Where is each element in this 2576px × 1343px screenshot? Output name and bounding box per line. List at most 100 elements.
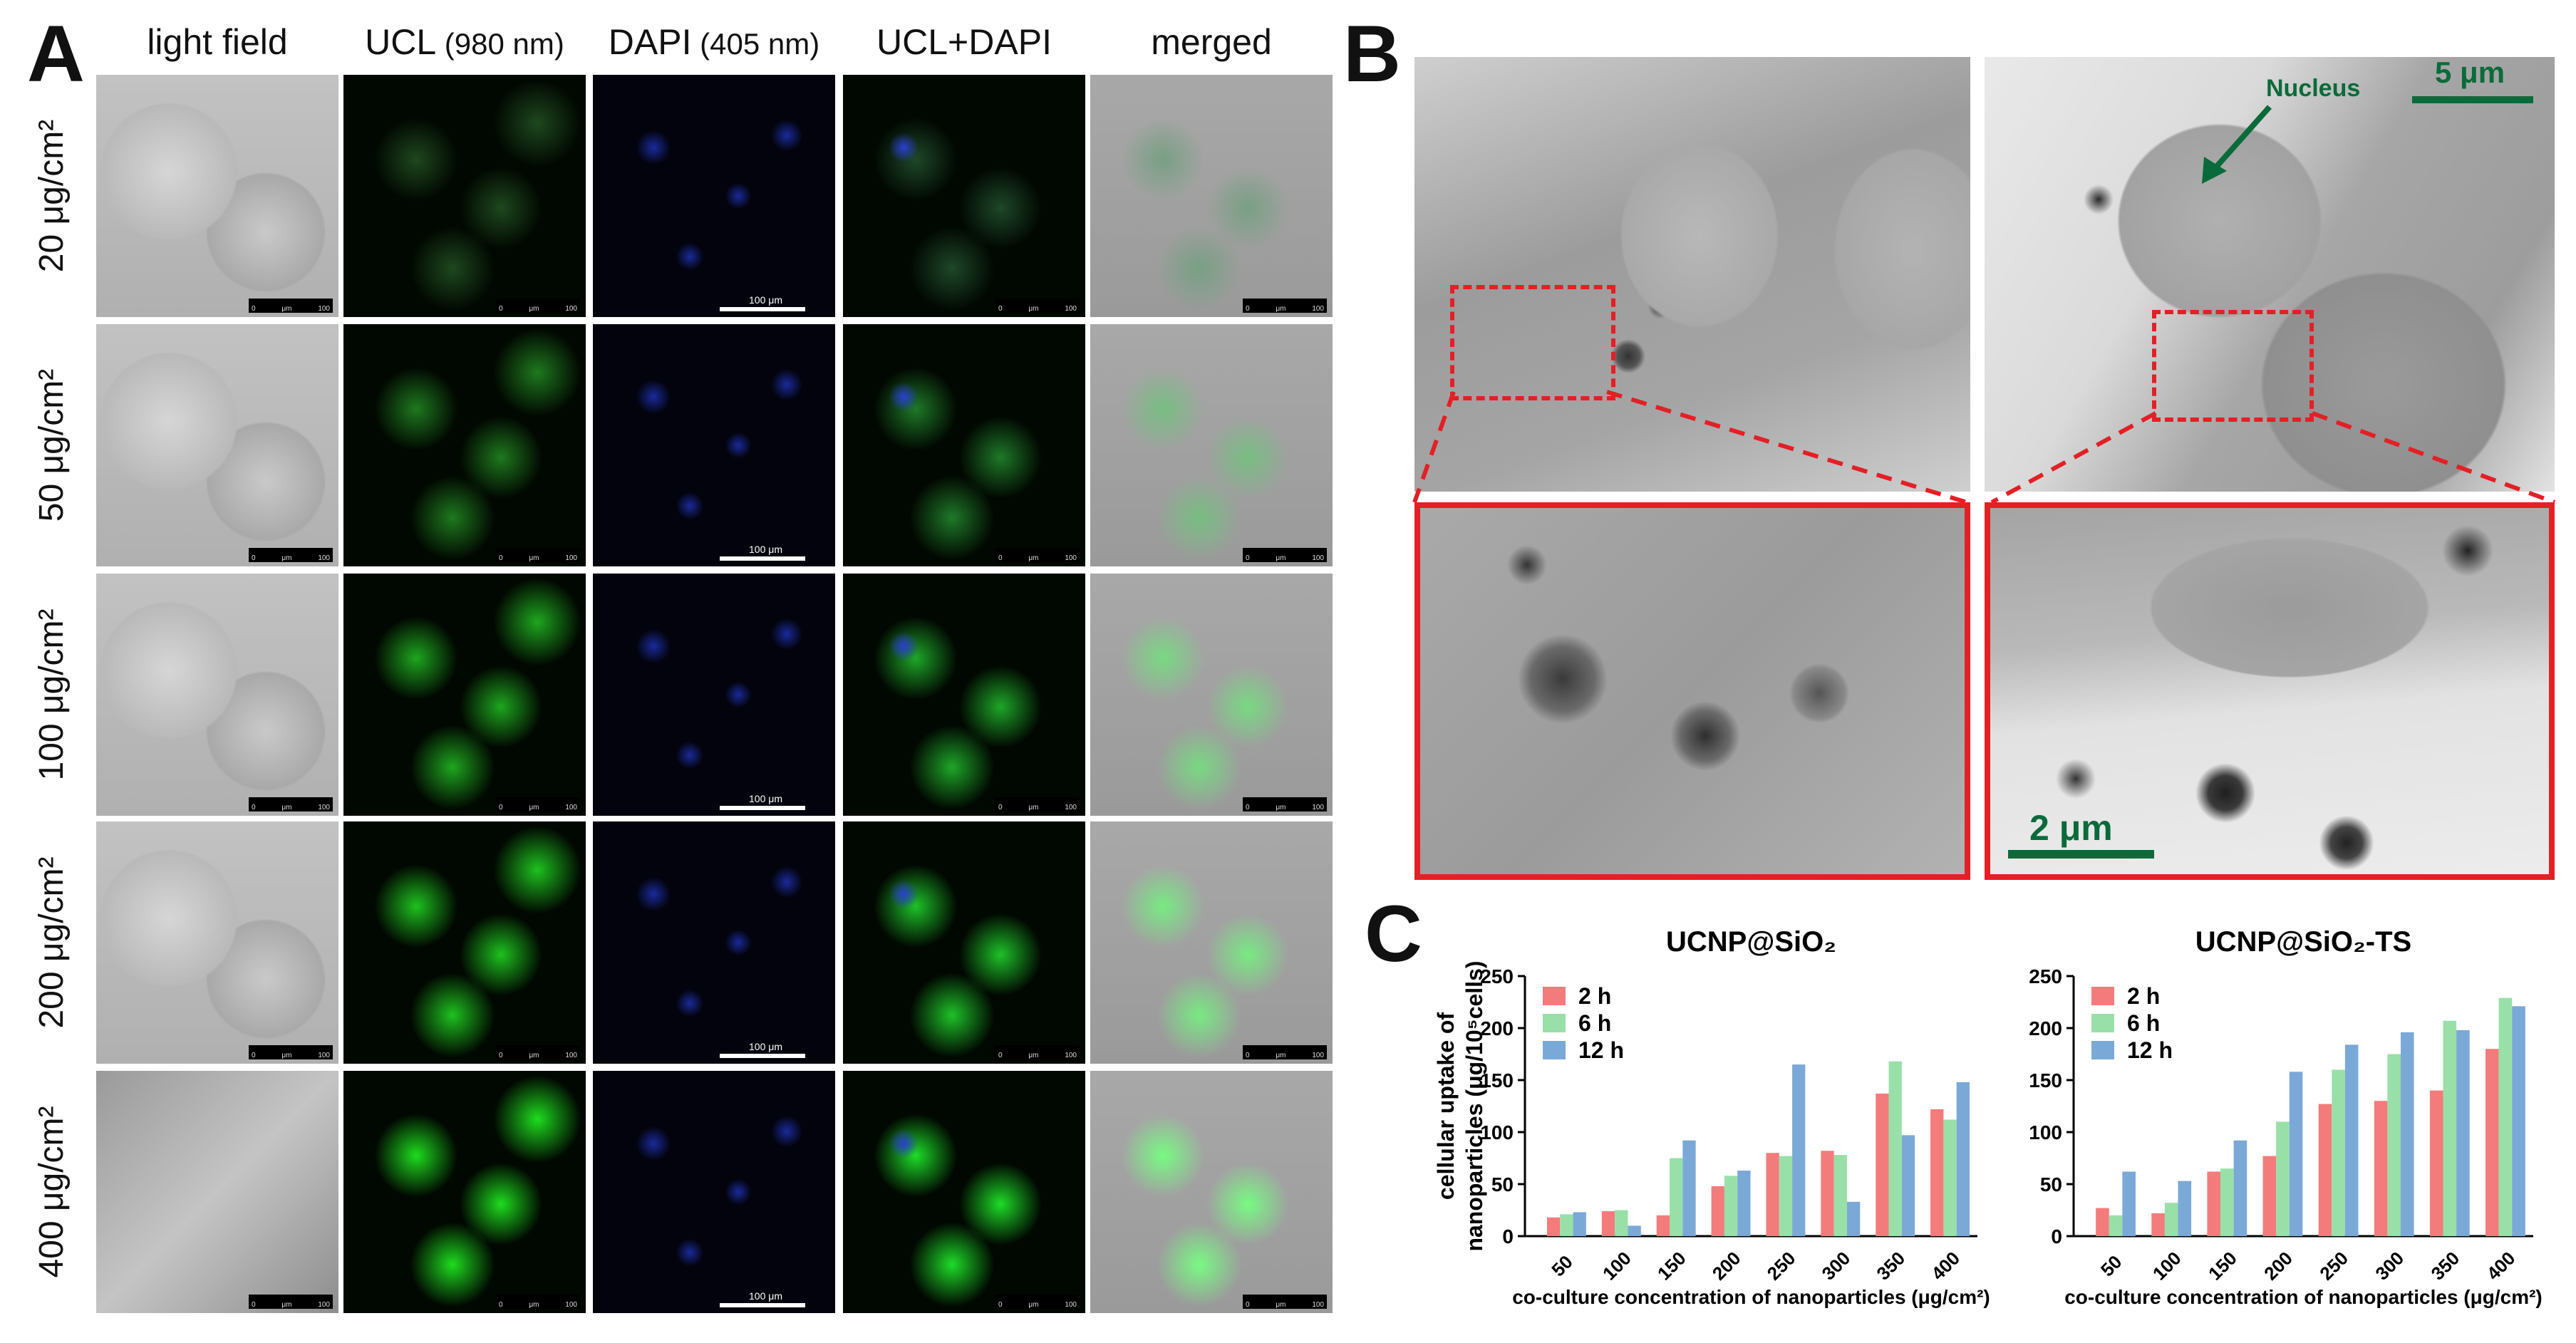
bar-2h-150 — [2207, 1171, 2221, 1236]
legend-swatch — [1543, 1014, 1566, 1032]
tem-zoom-ucnp-sio2-ts: 2 μm — [1985, 502, 2555, 880]
bar-2h-250 — [1766, 1153, 1779, 1236]
scale-bar-text: μm — [281, 554, 292, 562]
scale-bar-text: μm — [1276, 305, 1286, 313]
scale-bar-text: 0 — [499, 804, 503, 811]
x-tick-label: 350 — [1872, 1248, 1909, 1285]
micrograph-merged: 0 μm 100 — [1090, 75, 1333, 317]
column-header-name: UCL+DAPI — [876, 22, 1052, 62]
scale-bar: 0 μm 100 — [249, 1045, 333, 1059]
x-tick-label: 200 — [2260, 1248, 2297, 1285]
scale-bar-text: 100 — [1065, 554, 1077, 562]
micrograph-dapi: 100 μm — [593, 574, 835, 816]
column-header-5: merged — [1090, 21, 1333, 63]
tem-zoom-ucnp-sio2 — [1414, 502, 1970, 880]
micrograph-light-field: 0 μm 100 — [96, 821, 338, 1064]
scale-bar-text: 0 — [499, 305, 503, 313]
scale-bar-text: 0 — [998, 305, 1003, 313]
bar-6h-300 — [1833, 1155, 1847, 1236]
legend-label: 2 h — [2127, 983, 2160, 1009]
scale-bar: 0 μm 100 — [496, 797, 580, 811]
bar-6h-350 — [1888, 1061, 1902, 1236]
dapi-scale-bar — [720, 556, 805, 561]
bar-6h-150 — [1670, 1158, 1683, 1236]
y-tick-label: 200 — [2029, 1017, 2062, 1039]
scale-bar-text: 0 — [1246, 305, 1250, 313]
scale-bar-text: μm — [281, 305, 292, 313]
bar-2h-50 — [2096, 1208, 2109, 1236]
legend-label: 12 h — [1578, 1037, 1624, 1063]
bar-6h-250 — [1779, 1156, 1793, 1236]
legend-label: 2 h — [1578, 983, 1611, 1009]
x-tick-label: 300 — [2371, 1248, 2408, 1285]
nucleus-arrow — [2202, 105, 2272, 184]
y-tick-label: 200 — [1480, 1017, 1514, 1039]
bar-2h-300 — [2374, 1101, 2388, 1236]
bar-2h-350 — [1876, 1093, 1889, 1236]
dapi-scale-label: 100 μm — [749, 1290, 782, 1302]
scale-bar: 0 μm 100 — [249, 299, 333, 313]
bar-6h-100 — [2164, 1203, 2178, 1236]
scale-bar-text: 100 — [565, 804, 577, 811]
micrograph-ucl-dapi: 0 μm 100 — [843, 75, 1085, 317]
micrograph-ucl: 0 μm 100 — [343, 324, 586, 566]
scale-bar-text: 0 — [252, 554, 256, 562]
dapi-scale-label: 100 μm — [749, 1041, 782, 1052]
y-tick-label: 250 — [2029, 965, 2062, 987]
scale-bar-text: μm — [1276, 554, 1286, 562]
bar-6h-200 — [1724, 1176, 1738, 1236]
legend-swatch — [2091, 1014, 2114, 1032]
y-tick-label: 100 — [1480, 1121, 1514, 1144]
dapi-scale-label: 100 μm — [749, 294, 782, 306]
scale-bar: 0 μm 100 — [995, 1045, 1080, 1059]
scale-bar-text: 0 — [252, 305, 256, 313]
bar-12h-50 — [2122, 1171, 2136, 1236]
bar-2h-200 — [2262, 1156, 2277, 1236]
legend-swatch — [1543, 987, 1566, 1005]
scale-bar-text: μm — [529, 305, 539, 313]
scale-bar-text: 0 — [1246, 1052, 1250, 1059]
micrograph-ucl: 0 μm 100 — [343, 75, 586, 317]
column-header-name: merged — [1151, 22, 1272, 62]
dapi-scale-bar — [720, 1054, 805, 1058]
bar-12h-350 — [2456, 1030, 2470, 1236]
scale-bar-text: 0 — [998, 1052, 1003, 1059]
scale-bar-text: 100 — [565, 554, 577, 562]
bar-12h-250 — [2344, 1044, 2359, 1236]
y-tick-label: 0 — [2051, 1225, 2062, 1248]
dapi-scale-bar — [720, 1303, 805, 1307]
scale-bar-text: 0 — [499, 1301, 503, 1309]
chart-title: UCNP@SiO₂-TS — [2195, 926, 2411, 958]
scale-bar-text: 100 — [1312, 1301, 1324, 1309]
bar-2h-50 — [1546, 1217, 1561, 1236]
dapi-scale-bar — [720, 307, 805, 311]
scale-bar: 0 μm 100 — [995, 299, 1080, 313]
scale-bar-text: μm — [529, 554, 539, 562]
legend-label: 6 h — [2127, 1010, 2160, 1036]
column-header-name: light field — [147, 22, 288, 62]
scale-bar-text: 100 — [565, 305, 577, 313]
scale-bar-text: 100 — [1312, 554, 1324, 562]
scale-bar-text: μm — [1276, 804, 1286, 811]
column-header-2: UCL (980 nm) — [343, 21, 586, 63]
scale-bar: 0 μm 100 — [496, 1295, 580, 1309]
bar-2h-100 — [1601, 1210, 1615, 1236]
bar-12h-400 — [2512, 1006, 2525, 1236]
scale-bar-text: 0 — [252, 1052, 256, 1059]
scale-bar-text: μm — [529, 1052, 539, 1059]
scale-bar: 0 μm 100 — [249, 1295, 333, 1309]
micrograph-light-field: 0 μm 100 — [96, 574, 338, 816]
scale-bar-text: μm — [1028, 1301, 1039, 1309]
scale-bar: 0 μm 100 — [496, 299, 580, 313]
y-tick-label: 150 — [2029, 1069, 2062, 1091]
scale-bar-text: 0 — [998, 1301, 1003, 1309]
x-tick-label: 400 — [2483, 1248, 2520, 1285]
micrograph-merged: 0 μm 100 — [1090, 821, 1333, 1064]
micrograph-ucl: 0 μm 100 — [343, 821, 586, 1064]
bar-12h-200 — [2289, 1072, 2303, 1236]
bar-12h-250 — [1792, 1064, 1806, 1236]
micrograph-ucl: 0 μm 100 — [343, 574, 586, 816]
nucleus-label: Nucleus — [2266, 75, 2361, 102]
scale-bar: 0 μm 100 — [995, 797, 1080, 811]
